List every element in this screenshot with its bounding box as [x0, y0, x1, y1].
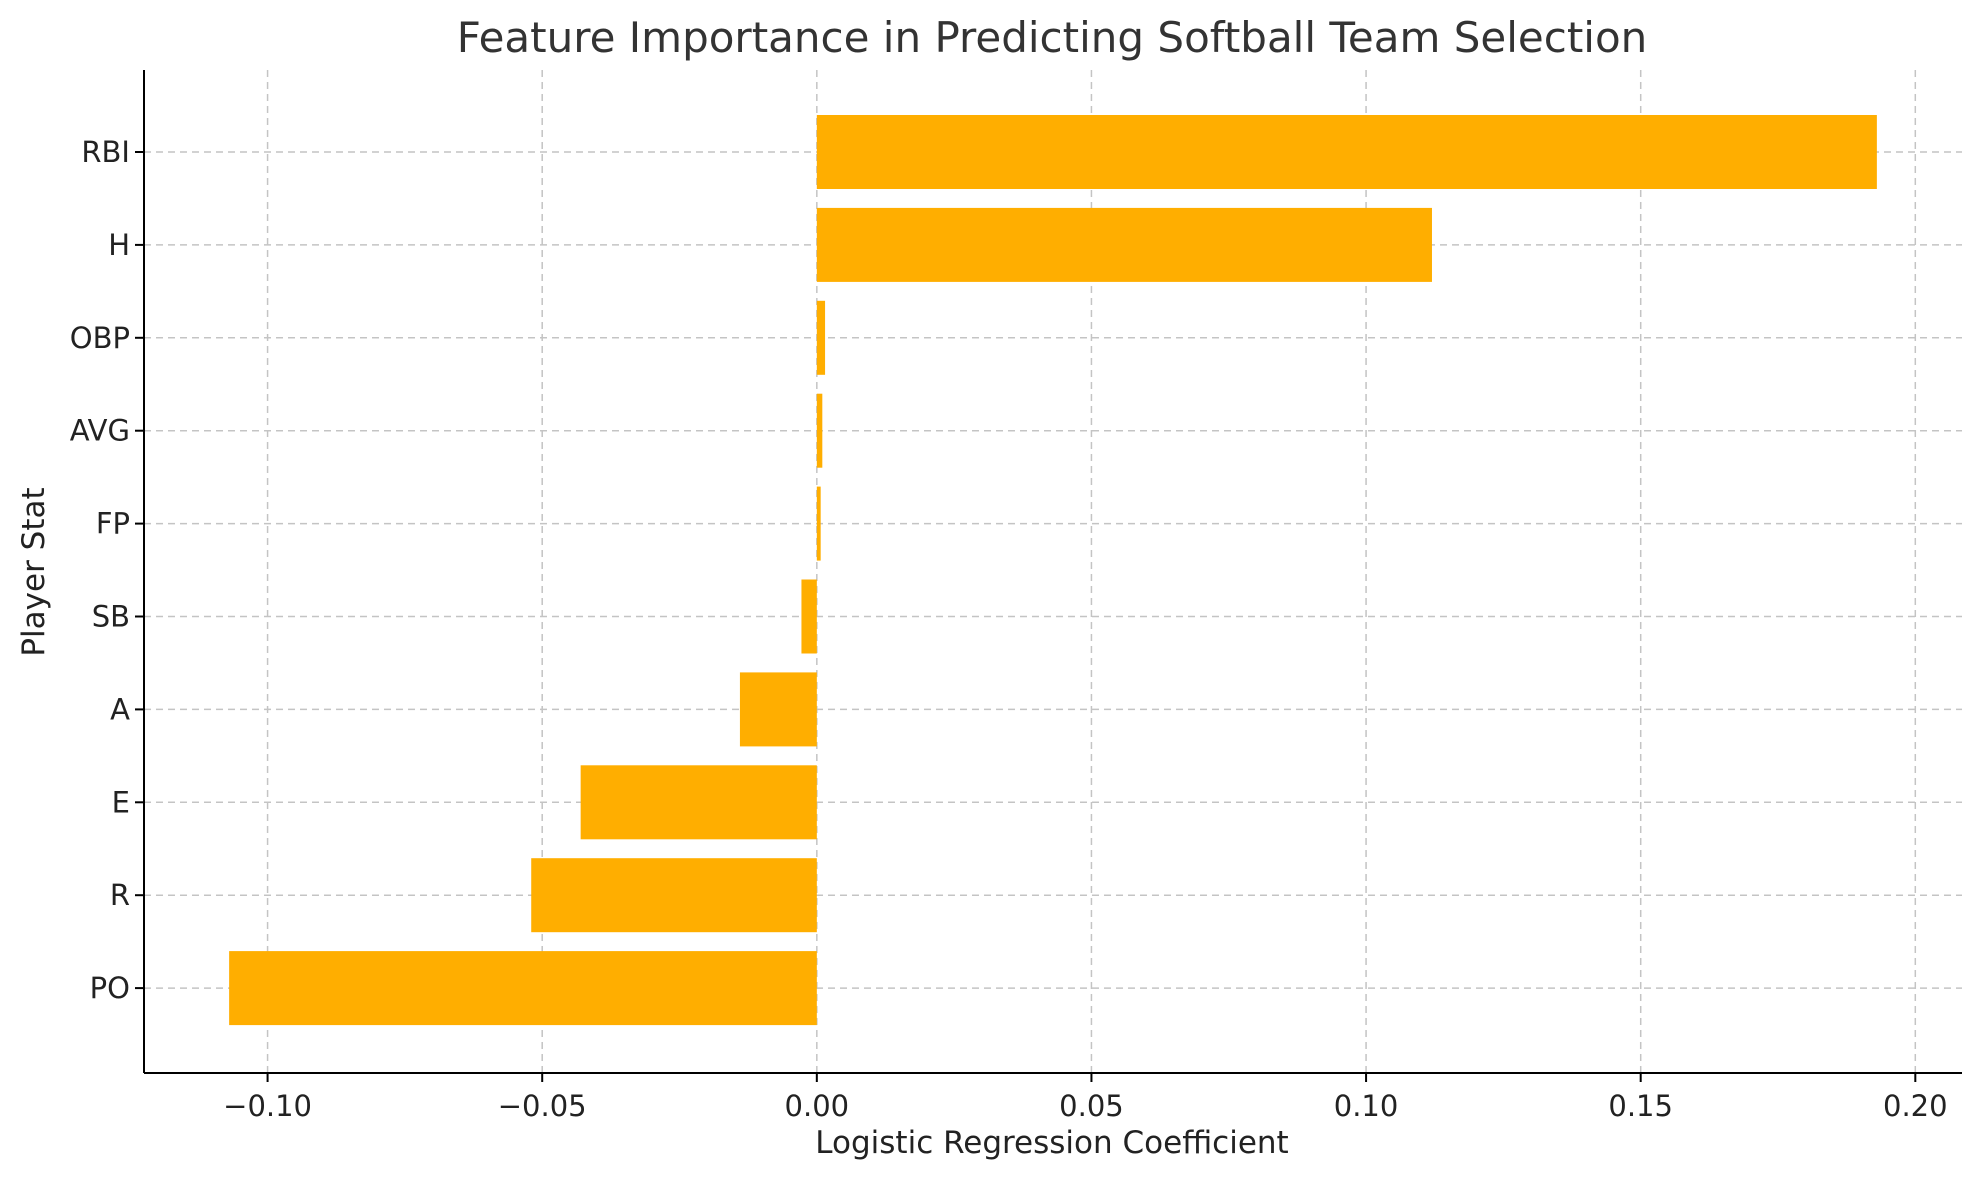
- x-tick-label: −0.10: [223, 1089, 312, 1123]
- bar-obp: [816, 300, 826, 375]
- y-tick-label: OBP: [70, 321, 130, 355]
- y-tick-label: SB: [92, 600, 130, 634]
- x-tick-label: 0.10: [1334, 1089, 1399, 1123]
- bar-avg: [816, 393, 823, 468]
- y-tick-label: PO: [90, 971, 130, 1005]
- axes: [135, 70, 1962, 1082]
- x-axis-title: Logistic Regression Coefficient: [815, 1125, 1288, 1161]
- bar-a: [739, 672, 817, 747]
- x-tick-label: −0.05: [498, 1089, 587, 1123]
- bar-fp: [816, 486, 821, 561]
- y-tick-label: RBI: [81, 135, 130, 169]
- y-tick-label: H: [108, 228, 130, 262]
- bar-sb: [801, 579, 817, 654]
- x-tick-label: 0.05: [1059, 1089, 1124, 1123]
- y-tick-label: R: [110, 878, 130, 912]
- y-tick-labels: RBI H OBP AVG FP SB A E R PO: [70, 135, 130, 1005]
- x-tick-label: 0.00: [785, 1089, 850, 1123]
- x-tick-labels: −0.10 −0.05 0.00 0.05 0.10 0.15 0.20: [223, 1089, 1947, 1123]
- y-tick-label: A: [110, 692, 130, 726]
- bar-h: [816, 207, 1432, 282]
- bar-po: [229, 951, 817, 1026]
- x-tick-label: 0.20: [1883, 1089, 1948, 1123]
- bar-rbi: [816, 115, 1877, 189]
- chart-title: Feature Importance in Predicting Softbal…: [457, 13, 1648, 62]
- y-tick-label: FP: [96, 507, 130, 541]
- x-tick-label: 0.15: [1608, 1089, 1673, 1123]
- bar-r: [531, 858, 817, 933]
- bar-e: [580, 765, 817, 840]
- y-tick-label: E: [112, 785, 130, 819]
- y-axis-title: Player Stat: [16, 487, 52, 656]
- bars: [229, 115, 1877, 1026]
- y-tick-label: AVG: [70, 414, 130, 448]
